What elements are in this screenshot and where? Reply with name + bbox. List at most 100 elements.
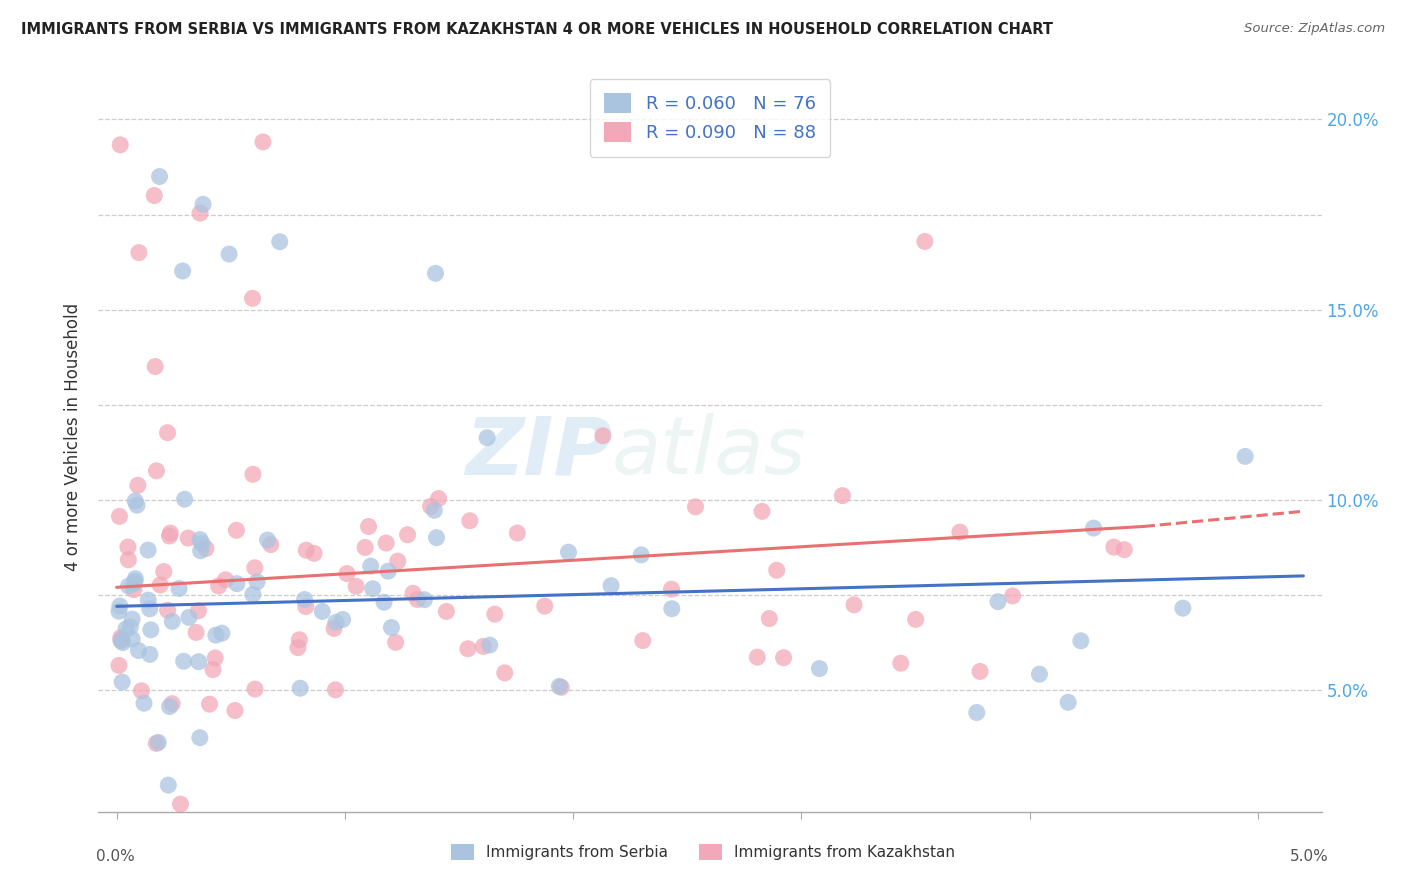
Point: [548, 679, 571, 693]
Point: [357, 519, 380, 533]
Point: [592, 429, 614, 443]
Point: [966, 706, 988, 720]
Point: [288, 632, 311, 647]
Point: [242, 292, 264, 306]
Point: [413, 592, 436, 607]
Point: [156, 425, 179, 440]
Point: [427, 491, 450, 506]
Point: [765, 563, 787, 577]
Point: [1057, 695, 1080, 709]
Point: [302, 546, 325, 560]
Point: [396, 527, 419, 541]
Point: [159, 529, 181, 543]
Point: [472, 640, 495, 654]
Point: [111, 675, 134, 690]
Point: [949, 525, 972, 540]
Point: [478, 638, 501, 652]
Point: [269, 235, 291, 249]
Point: [457, 641, 479, 656]
Point: [336, 566, 359, 581]
Point: [127, 643, 149, 657]
Point: [148, 169, 170, 184]
Point: [205, 628, 228, 642]
Point: [167, 582, 190, 596]
Text: 5.0%: 5.0%: [1289, 849, 1329, 864]
Text: Source: ZipAtlas.com: Source: ZipAtlas.com: [1244, 22, 1385, 36]
Point: [842, 598, 865, 612]
Point: [139, 623, 162, 637]
Point: [159, 699, 181, 714]
Point: [423, 503, 446, 517]
Point: [124, 574, 146, 589]
Point: [332, 613, 354, 627]
Point: [377, 564, 399, 578]
Point: [211, 626, 233, 640]
Point: [188, 731, 211, 745]
Point: [187, 604, 209, 618]
Point: [425, 531, 447, 545]
Point: [157, 778, 180, 792]
Point: [380, 620, 402, 634]
Point: [117, 553, 139, 567]
Point: [1171, 601, 1194, 615]
Point: [406, 592, 429, 607]
Point: [177, 610, 200, 624]
Point: [373, 595, 395, 609]
Point: [194, 541, 217, 556]
Point: [242, 467, 264, 482]
Point: [354, 541, 377, 555]
Point: [224, 704, 246, 718]
Point: [1028, 667, 1050, 681]
Text: ZIP: ZIP: [465, 413, 612, 491]
Point: [191, 536, 214, 550]
Point: [218, 247, 240, 261]
Point: [162, 615, 184, 629]
Point: [557, 545, 579, 559]
Point: [188, 533, 211, 547]
Point: [201, 663, 224, 677]
Point: [311, 604, 333, 618]
Point: [287, 640, 309, 655]
Point: [188, 206, 211, 220]
Text: atlas: atlas: [612, 413, 807, 491]
Point: [122, 577, 145, 591]
Point: [252, 135, 274, 149]
Point: [294, 599, 316, 614]
Point: [169, 797, 191, 811]
Point: [120, 620, 142, 634]
Point: [772, 650, 794, 665]
Point: [136, 543, 159, 558]
Point: [145, 736, 167, 750]
Point: [1234, 450, 1257, 464]
Point: [108, 137, 131, 152]
Point: [184, 625, 207, 640]
Point: [117, 540, 139, 554]
Point: [387, 554, 409, 568]
Point: [344, 579, 367, 593]
Text: 0.0%: 0.0%: [96, 849, 135, 864]
Point: [108, 599, 131, 613]
Point: [156, 603, 179, 617]
Point: [132, 696, 155, 710]
Point: [242, 587, 264, 601]
Point: [375, 536, 398, 550]
Point: [751, 504, 773, 518]
Point: [159, 526, 181, 541]
Point: [631, 633, 654, 648]
Point: [143, 188, 166, 202]
Point: [148, 735, 170, 749]
Point: [243, 682, 266, 697]
Point: [125, 498, 148, 512]
Point: [295, 543, 318, 558]
Point: [190, 543, 212, 558]
Point: [533, 599, 555, 613]
Point: [127, 478, 149, 492]
Point: [246, 574, 269, 589]
Y-axis label: 4 or more Vehicles in Household: 4 or more Vehicles in Household: [65, 303, 83, 571]
Point: [225, 576, 247, 591]
Point: [758, 611, 780, 625]
Point: [177, 531, 200, 545]
Point: [124, 494, 146, 508]
Point: [630, 548, 652, 562]
Point: [117, 579, 139, 593]
